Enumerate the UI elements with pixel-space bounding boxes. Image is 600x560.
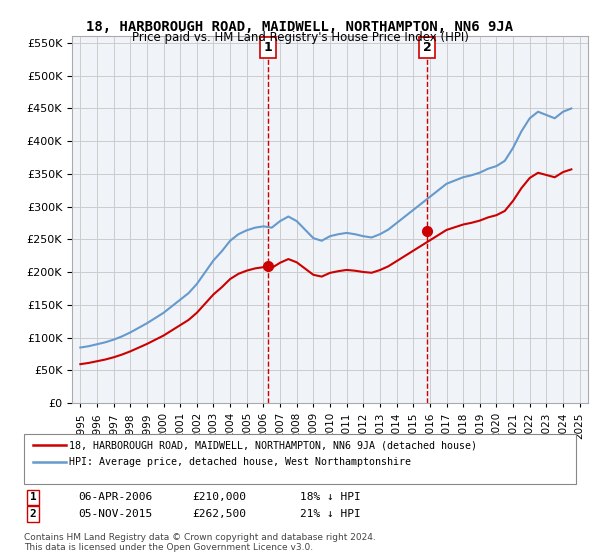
Text: HPI: Average price, detached house, West Northamptonshire: HPI: Average price, detached house, West… bbox=[69, 457, 411, 467]
Text: 06-APR-2006: 06-APR-2006 bbox=[78, 492, 152, 502]
Text: 18% ↓ HPI: 18% ↓ HPI bbox=[300, 492, 361, 502]
Text: This data is licensed under the Open Government Licence v3.0.: This data is licensed under the Open Gov… bbox=[24, 543, 313, 552]
Text: 18, HARBOROUGH ROAD, MAIDWELL, NORTHAMPTON, NN6 9JA (detached house): 18, HARBOROUGH ROAD, MAIDWELL, NORTHAMPT… bbox=[69, 440, 477, 450]
Text: Contains HM Land Registry data © Crown copyright and database right 2024.: Contains HM Land Registry data © Crown c… bbox=[24, 533, 376, 542]
Text: 1: 1 bbox=[263, 41, 272, 54]
Text: 18, HARBOROUGH ROAD, MAIDWELL, NORTHAMPTON, NN6 9JA: 18, HARBOROUGH ROAD, MAIDWELL, NORTHAMPT… bbox=[86, 20, 514, 34]
Text: £210,000: £210,000 bbox=[192, 492, 246, 502]
Text: 2: 2 bbox=[423, 41, 431, 54]
Text: 1: 1 bbox=[29, 492, 37, 502]
Text: 05-NOV-2015: 05-NOV-2015 bbox=[78, 509, 152, 519]
Text: 21% ↓ HPI: 21% ↓ HPI bbox=[300, 509, 361, 519]
Text: £262,500: £262,500 bbox=[192, 509, 246, 519]
Text: 2: 2 bbox=[29, 509, 37, 519]
Text: Price paid vs. HM Land Registry's House Price Index (HPI): Price paid vs. HM Land Registry's House … bbox=[131, 31, 469, 44]
